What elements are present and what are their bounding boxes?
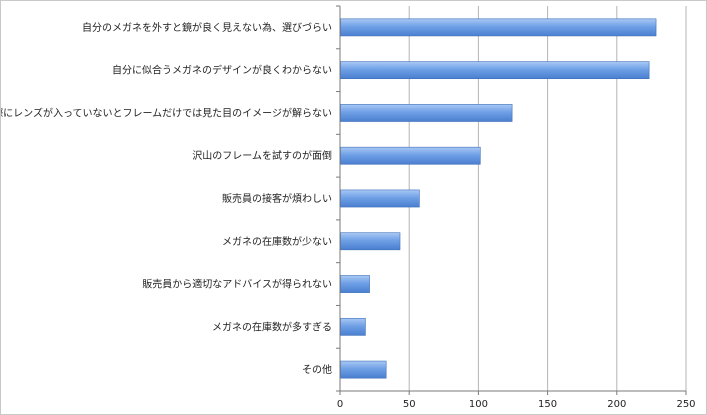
bar <box>340 61 650 80</box>
labels: 0 50 100 150 200 250 自分のメガネを外すと鏡が良く見えない為、選びづらい… <box>1 21 696 410</box>
x-tick-label: 200 <box>607 399 626 410</box>
bar <box>340 189 420 208</box>
x-tick-label: 0 <box>337 399 343 410</box>
bar <box>340 232 401 251</box>
x-tick-label: 50 <box>403 399 416 410</box>
category-label: 販売員から適切なアドバイスが得られない <box>142 278 332 291</box>
category-label: 自分のメガネを外すと鏡が良く見えない為、選びづらい <box>82 21 332 34</box>
bar <box>340 146 481 165</box>
category-label: 自分に似合うメガネのデザインが良くわからない <box>112 64 332 77</box>
bars <box>340 18 657 379</box>
x-tick-label: 250 <box>676 399 695 410</box>
category-label: その他 <box>302 363 332 376</box>
category-label: 実際にレンズが入っていないとフレームだけでは見た目のイメージが解らない <box>1 106 332 119</box>
axes <box>336 5 687 395</box>
bar <box>340 317 366 336</box>
category-label: 販売員の接客が煩わしい <box>222 192 332 205</box>
bar <box>340 360 387 379</box>
x-tick-label: 150 <box>538 399 557 410</box>
category-label: メガネの在庫数が多すぎる <box>212 320 332 333</box>
bar <box>340 275 370 293</box>
bar <box>340 104 513 122</box>
category-label: 沢山のフレームを試すのが面倒 <box>192 149 332 162</box>
category-label: メガネの在庫数が少ない <box>222 235 332 248</box>
x-tick-label: 100 <box>469 399 488 410</box>
bar <box>340 18 657 37</box>
